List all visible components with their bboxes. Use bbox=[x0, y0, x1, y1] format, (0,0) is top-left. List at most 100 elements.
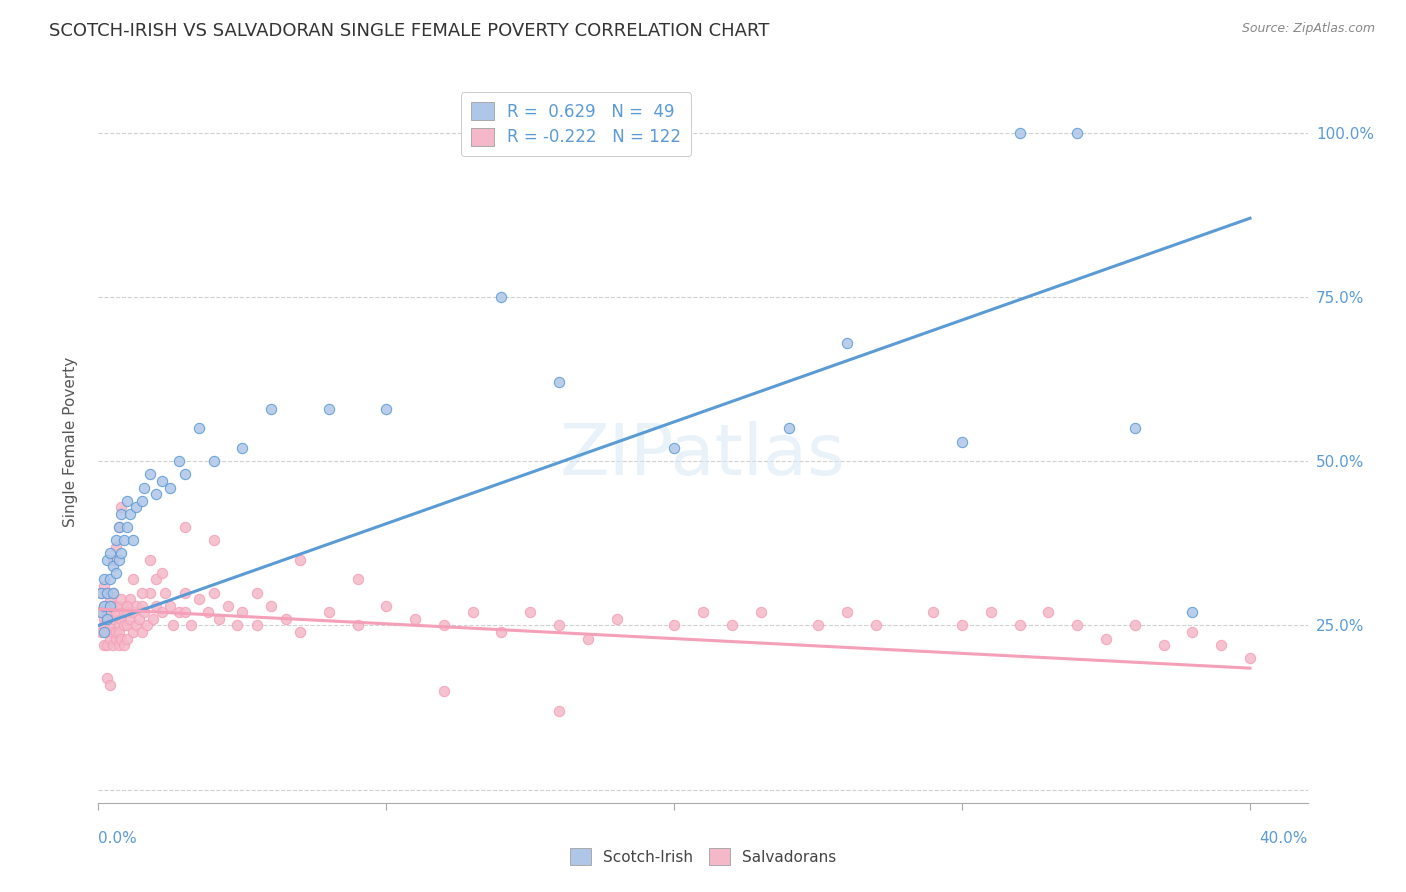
Point bbox=[274, 612, 297, 626]
Point bbox=[128, 612, 150, 626]
Point bbox=[98, 618, 121, 632]
Point bbox=[98, 592, 121, 607]
Point bbox=[120, 507, 142, 521]
Point bbox=[173, 605, 195, 619]
Point bbox=[96, 612, 118, 626]
Point bbox=[162, 618, 184, 632]
Point bbox=[167, 454, 190, 468]
Point bbox=[107, 618, 129, 632]
Point bbox=[159, 599, 181, 613]
Point bbox=[159, 481, 181, 495]
Point bbox=[173, 585, 195, 599]
Point bbox=[115, 493, 138, 508]
Point bbox=[131, 585, 153, 599]
Point bbox=[93, 579, 115, 593]
Point bbox=[208, 612, 231, 626]
Point bbox=[131, 493, 153, 508]
Point bbox=[98, 632, 121, 646]
Point bbox=[807, 618, 830, 632]
Point bbox=[136, 618, 159, 632]
Point bbox=[110, 500, 132, 515]
Point bbox=[1123, 421, 1146, 435]
Point bbox=[145, 599, 167, 613]
Point bbox=[107, 520, 129, 534]
Point bbox=[104, 632, 127, 646]
Point bbox=[188, 421, 211, 435]
Point bbox=[835, 336, 858, 351]
Point bbox=[125, 599, 148, 613]
Point bbox=[107, 520, 129, 534]
Point bbox=[188, 592, 211, 607]
Point bbox=[173, 467, 195, 482]
Point bbox=[93, 599, 115, 613]
Point bbox=[110, 592, 132, 607]
Point bbox=[835, 605, 858, 619]
Point bbox=[150, 605, 173, 619]
Point bbox=[96, 585, 118, 599]
Point bbox=[90, 585, 112, 599]
Point bbox=[110, 632, 132, 646]
Point bbox=[664, 618, 686, 632]
Point bbox=[461, 605, 484, 619]
Point bbox=[107, 553, 129, 567]
Point bbox=[98, 599, 121, 613]
Point bbox=[433, 618, 456, 632]
Point bbox=[131, 625, 153, 640]
Point bbox=[197, 605, 219, 619]
Point bbox=[90, 605, 112, 619]
Point bbox=[173, 520, 195, 534]
Point bbox=[576, 632, 599, 646]
Point bbox=[246, 618, 269, 632]
Point bbox=[120, 612, 142, 626]
Point bbox=[112, 533, 135, 547]
Point bbox=[115, 632, 138, 646]
Point bbox=[404, 612, 426, 626]
Point bbox=[93, 599, 115, 613]
Point bbox=[260, 401, 283, 416]
Point bbox=[101, 599, 124, 613]
Point bbox=[346, 618, 368, 632]
Text: SCOTCH-IRISH VS SALVADORAN SINGLE FEMALE POVERTY CORRELATION CHART: SCOTCH-IRISH VS SALVADORAN SINGLE FEMALE… bbox=[49, 22, 769, 40]
Point bbox=[950, 434, 973, 449]
Point bbox=[153, 585, 176, 599]
Point bbox=[90, 585, 112, 599]
Point bbox=[101, 559, 124, 574]
Point bbox=[125, 500, 148, 515]
Point bbox=[139, 467, 162, 482]
Point bbox=[107, 599, 129, 613]
Point bbox=[1095, 632, 1118, 646]
Point bbox=[318, 401, 340, 416]
Point bbox=[104, 605, 127, 619]
Point bbox=[93, 573, 115, 587]
Point bbox=[167, 605, 190, 619]
Point bbox=[96, 553, 118, 567]
Point bbox=[96, 585, 118, 599]
Point bbox=[96, 625, 118, 640]
Point bbox=[950, 618, 973, 632]
Point bbox=[98, 605, 121, 619]
Point bbox=[122, 625, 145, 640]
Point bbox=[101, 612, 124, 626]
Point bbox=[150, 474, 173, 488]
Point bbox=[231, 605, 253, 619]
Point bbox=[115, 618, 138, 632]
Point bbox=[922, 605, 945, 619]
Point bbox=[231, 441, 253, 455]
Point bbox=[1181, 605, 1204, 619]
Point bbox=[1066, 618, 1088, 632]
Point bbox=[692, 605, 714, 619]
Point bbox=[145, 487, 167, 501]
Point bbox=[606, 612, 628, 626]
Point bbox=[1008, 618, 1031, 632]
Point bbox=[125, 618, 148, 632]
Point bbox=[104, 625, 127, 640]
Point bbox=[104, 533, 127, 547]
Point bbox=[139, 553, 162, 567]
Point bbox=[134, 605, 156, 619]
Point bbox=[145, 573, 167, 587]
Point bbox=[120, 592, 142, 607]
Point bbox=[115, 605, 138, 619]
Point bbox=[202, 585, 225, 599]
Point bbox=[98, 573, 121, 587]
Legend: Scotch-Irish, Salvadorans: Scotch-Irish, Salvadorans bbox=[564, 842, 842, 871]
